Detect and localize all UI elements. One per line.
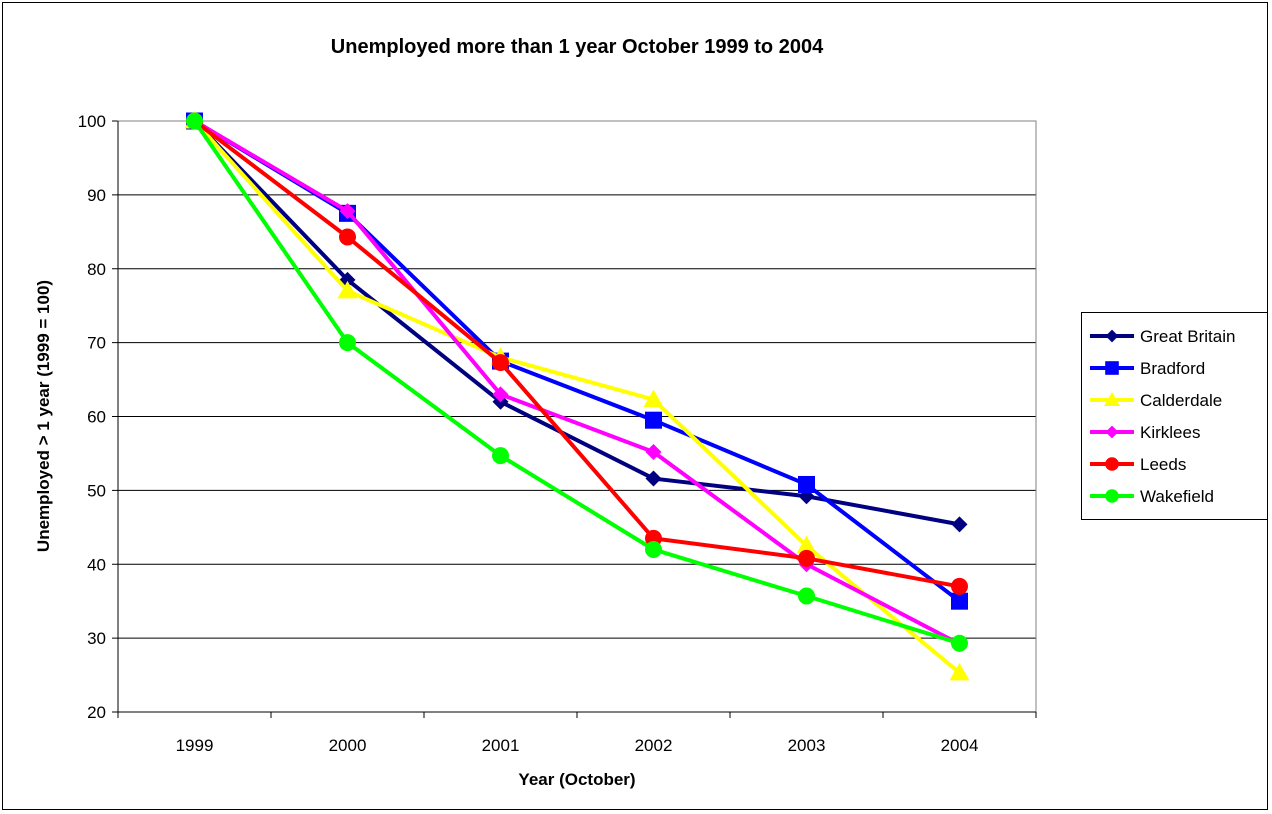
data-point bbox=[951, 516, 968, 533]
chart-title: Unemployed more than 1 year October 1999… bbox=[330, 36, 824, 58]
x-tick-label: 2004 bbox=[941, 736, 979, 755]
data-point bbox=[951, 577, 968, 595]
legend-swatch bbox=[1090, 425, 1134, 439]
legend-marker bbox=[1105, 361, 1119, 375]
series-line bbox=[193, 119, 961, 675]
series-wakefield bbox=[186, 112, 968, 652]
data-point bbox=[337, 280, 358, 299]
legend-marker bbox=[1105, 425, 1119, 439]
legend-swatch bbox=[1090, 361, 1134, 375]
legend-swatch bbox=[1090, 489, 1134, 503]
legend-marker bbox=[1104, 392, 1120, 406]
x-axis-label: Year (October) bbox=[518, 770, 636, 789]
legend-item: Kirklees bbox=[1082, 417, 1267, 447]
legend-item: Wakefield bbox=[1082, 481, 1267, 511]
y-tick-label: 20 bbox=[87, 703, 106, 722]
legend-item: Leeds bbox=[1082, 449, 1267, 479]
legend-swatch bbox=[1090, 392, 1134, 406]
y-tick-label: 50 bbox=[87, 481, 106, 500]
x-tick-label: 2003 bbox=[788, 736, 826, 755]
y-tick-label: 60 bbox=[87, 408, 106, 427]
legend-label: Great Britain bbox=[1140, 327, 1236, 346]
legend-item: Calderdale bbox=[1082, 385, 1267, 415]
data-point bbox=[492, 386, 509, 403]
legend-item: Bradford bbox=[1082, 353, 1267, 383]
y-tick-label: 30 bbox=[87, 629, 106, 648]
data-point bbox=[645, 540, 662, 558]
data-point bbox=[798, 475, 815, 493]
chart-legend: Great Britain Bradford Calderdale Kirklees L… bbox=[1081, 312, 1268, 520]
legend-marker bbox=[1105, 457, 1119, 471]
legend-label: Calderdale bbox=[1140, 391, 1223, 410]
y-axis-label: Unemployed > 1 year (1999 = 100) bbox=[34, 279, 53, 553]
data-point bbox=[492, 354, 509, 372]
y-tick-label: 70 bbox=[87, 334, 106, 353]
data-point bbox=[951, 634, 968, 652]
data-point bbox=[798, 549, 815, 567]
x-tick-label: 2000 bbox=[329, 736, 367, 755]
series-line bbox=[192, 119, 961, 646]
data-point bbox=[951, 592, 968, 610]
legend-label: Wakefield bbox=[1140, 487, 1215, 506]
series-great-britain bbox=[186, 113, 968, 533]
legend-label: Kirklees bbox=[1140, 423, 1201, 442]
data-point bbox=[492, 447, 509, 465]
data-point bbox=[645, 411, 662, 429]
data-point bbox=[949, 662, 970, 681]
x-tick-label: 2001 bbox=[482, 736, 520, 755]
data-point bbox=[339, 334, 356, 352]
series-line bbox=[193, 119, 960, 589]
y-tick-label: 100 bbox=[78, 112, 106, 131]
data-point bbox=[798, 587, 815, 605]
x-tick-label: 2002 bbox=[635, 736, 673, 755]
data-point bbox=[186, 112, 203, 130]
data-point bbox=[645, 443, 662, 460]
legend-label: Leeds bbox=[1140, 455, 1187, 474]
legend-swatch bbox=[1090, 329, 1134, 343]
series-line bbox=[193, 119, 960, 527]
y-tick-label: 40 bbox=[87, 555, 106, 574]
data-point bbox=[645, 470, 662, 487]
legend-marker bbox=[1105, 329, 1119, 343]
legend-swatch bbox=[1090, 457, 1134, 471]
legend-marker bbox=[1105, 489, 1119, 503]
legend-item: Great Britain bbox=[1082, 321, 1267, 351]
x-tick-label: 1999 bbox=[176, 736, 214, 755]
y-tick-label: 90 bbox=[87, 186, 106, 205]
data-point bbox=[796, 535, 817, 554]
y-tick-label: 80 bbox=[87, 260, 106, 279]
data-point bbox=[339, 228, 356, 246]
legend-label: Bradford bbox=[1140, 359, 1206, 378]
data-point bbox=[643, 389, 664, 408]
data-point bbox=[339, 203, 356, 220]
series-line bbox=[193, 119, 961, 646]
